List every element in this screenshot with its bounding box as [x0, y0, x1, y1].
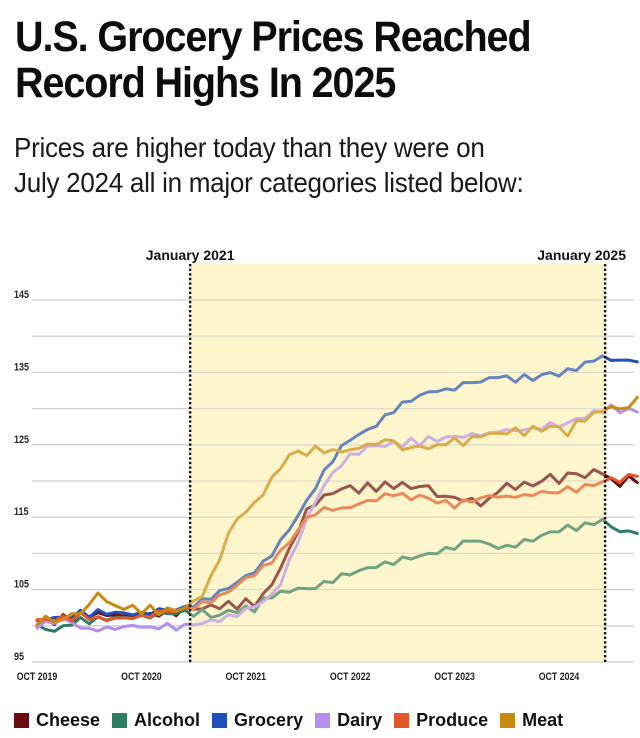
legend-item-meat: Meat	[500, 710, 563, 731]
legend-item-dairy: Dairy	[315, 710, 382, 731]
legend-item-alcohol: Alcohol	[112, 710, 200, 731]
subtitle-line-2: July 2024 all in major categories listed…	[14, 167, 524, 198]
y-tick-label: 105	[14, 579, 29, 591]
y-tick-label: 145	[14, 289, 29, 301]
legend-swatch	[500, 712, 516, 728]
legend-item-cheese: Cheese	[14, 710, 100, 731]
legend-swatch	[14, 712, 29, 728]
x-tick-label: OCT 2023	[434, 671, 475, 683]
shaded-region	[190, 264, 606, 662]
legend-item-grocery: Grocery	[212, 710, 303, 731]
legend-label: Grocery	[234, 709, 304, 730]
title-line-2: Record Highs In 2025	[15, 59, 396, 107]
x-tick-label: OCT 2019	[17, 671, 58, 683]
x-tick-label: OCT 2022	[330, 671, 371, 683]
y-tick-label: 115	[14, 506, 29, 518]
y-tick-label: 95	[14, 651, 24, 663]
chart-subtitle: Prices are higher today than they were o…	[14, 130, 591, 200]
legend-label: Dairy	[337, 709, 383, 730]
legend-label: Cheese	[36, 709, 101, 730]
title-line-1: U.S. Grocery Prices Reached	[15, 13, 532, 61]
gridlines	[32, 299, 634, 663]
subtitle-line-1: Prices are higher today than they were o…	[14, 132, 485, 163]
legend-swatch	[315, 712, 331, 728]
legend-label: Alcohol	[134, 709, 201, 730]
legend-label: Meat	[522, 709, 564, 730]
series-lines	[35, 354, 639, 633]
legend: Cheese Alcohol Grocery Dairy Produce Meat	[14, 708, 575, 732]
date-markers: January 2021 January 2025	[146, 247, 626, 662]
legend-label: Produce	[416, 709, 489, 730]
marker-label: January 2021	[146, 247, 235, 263]
x-axis-ticks: OCT 2019 OCT 2020 OCT 2021 OCT 2022 OCT 2023…	[17, 671, 580, 683]
legend-swatch	[112, 712, 128, 728]
legend-swatch	[394, 712, 410, 728]
x-tick-label: OCT 2024	[539, 671, 580, 683]
series-line-grocery	[35, 354, 639, 622]
x-tick-label: OCT 2020	[121, 671, 162, 683]
shaded-overlay	[190, 264, 606, 662]
shaded-region-layer	[190, 264, 606, 662]
legend-swatch	[212, 712, 228, 728]
legend-item-produce: Produce	[394, 710, 488, 731]
series-line-meat	[35, 395, 639, 627]
y-tick-label: 125	[14, 434, 29, 446]
y-axis-ticks: 95 105 115 125 135 145	[14, 289, 29, 663]
shaded-overlay	[190, 264, 606, 662]
y-tick-label: 135	[14, 362, 29, 374]
chart-title: U.S. Grocery Prices Reached Record Highs…	[15, 14, 585, 106]
series-line-produce	[35, 473, 639, 623]
x-tick-label: OCT 2021	[226, 671, 267, 683]
marker-label: January 2025	[537, 247, 626, 263]
